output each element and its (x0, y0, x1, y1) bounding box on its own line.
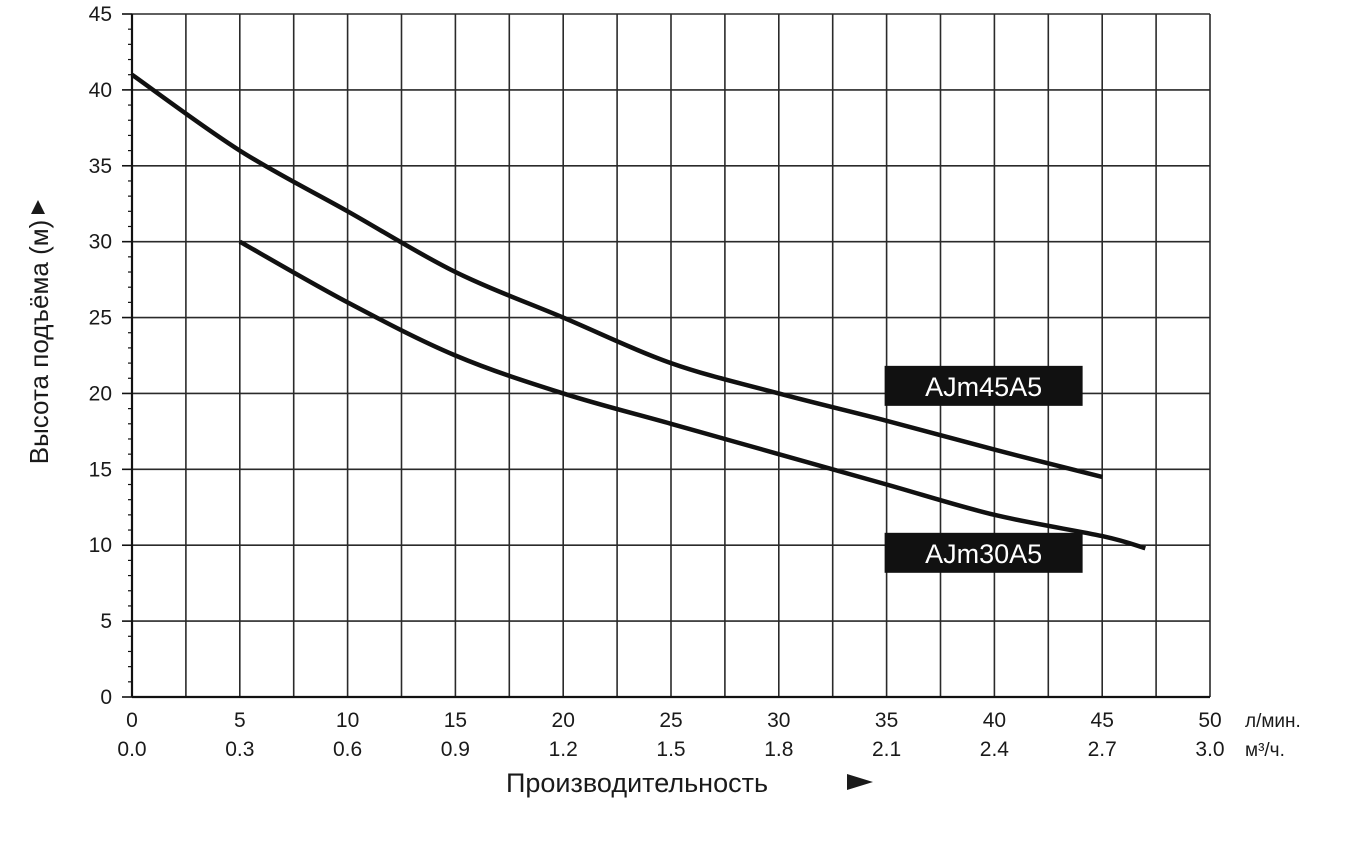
y-tick-label: 0 (100, 686, 112, 709)
y-tick-label: 15 (89, 458, 112, 481)
x-tick-label-secondary: 0.0 (117, 738, 146, 761)
series-label-background (884, 365, 1083, 406)
x-tick-label-secondary: 1.5 (656, 738, 685, 761)
y-tick-label: 5 (100, 610, 112, 633)
axes (122, 13, 1210, 699)
y-axis-arrow-icon (31, 200, 45, 214)
x-tick-label-secondary: 0.6 (333, 738, 362, 761)
x-axis-arrow-icon (847, 774, 873, 790)
x-tick-label-primary: 15 (444, 709, 467, 732)
x-tick-label-secondary: 2.7 (1088, 738, 1117, 761)
tick-labels: 0 5 10 15 20 25 30 35 40 45 0 5 10 15 20 25 30 35 40 45 50 0.… (89, 3, 1225, 761)
x-tick-label-secondary: 2.4 (980, 738, 1010, 761)
x-unit-secondary: м³/ч. (1245, 740, 1285, 761)
y-tick-label: 30 (89, 231, 112, 254)
x-tick-label-secondary: 0.9 (441, 738, 470, 761)
y-tick-label: 25 (89, 307, 112, 330)
x-tick-label-secondary: 0.3 (225, 738, 254, 761)
x-unit-primary: л/мин. (1245, 711, 1301, 732)
y-axis-label: Высота подъёма (м) (24, 220, 54, 465)
x-tick-label-secondary: 1.8 (764, 738, 793, 761)
x-tick-label-primary: 45 (1091, 709, 1114, 732)
x-tick-label-primary: 40 (983, 709, 1006, 732)
x-tick-label-primary: 0 (126, 709, 138, 732)
series-label-box: AJm45A5 (884, 365, 1083, 406)
x-tick-label-primary: 25 (659, 709, 682, 732)
x-tick-label-primary: 20 (552, 709, 575, 732)
x-tick-label-primary: 30 (767, 709, 790, 732)
series-lines (130, 72, 1146, 551)
y-tick-label: 10 (89, 534, 112, 557)
series-label-background (884, 532, 1083, 573)
x-tick-label-secondary: 3.0 (1195, 738, 1224, 761)
x-tick-label-primary: 35 (875, 709, 898, 732)
x-tick-label-primary: 10 (336, 709, 359, 732)
x-axis-label: Производительность (506, 768, 768, 798)
series-label-text: AJm30A5 (925, 539, 1042, 569)
series-line-ajm45a5 (130, 72, 1103, 480)
series-labels: AJm45A5 AJm30A5 (884, 365, 1083, 573)
x-tick-label-secondary: 2.1 (872, 738, 901, 761)
x-tick-label-primary: 5 (234, 709, 246, 732)
series-label-text: AJm45A5 (925, 372, 1042, 402)
x-tick-label-secondary: 1.2 (549, 738, 578, 761)
y-tick-label: 20 (89, 382, 112, 405)
series-line-ajm30a5 (238, 239, 1146, 551)
grid (131, 13, 1211, 698)
x-tick-label-primary: 50 (1198, 709, 1221, 732)
series-label-box: AJm30A5 (884, 532, 1083, 573)
y-tick-label: 45 (89, 3, 112, 26)
y-tick-label: 40 (89, 79, 112, 102)
y-tick-label: 35 (89, 155, 112, 178)
